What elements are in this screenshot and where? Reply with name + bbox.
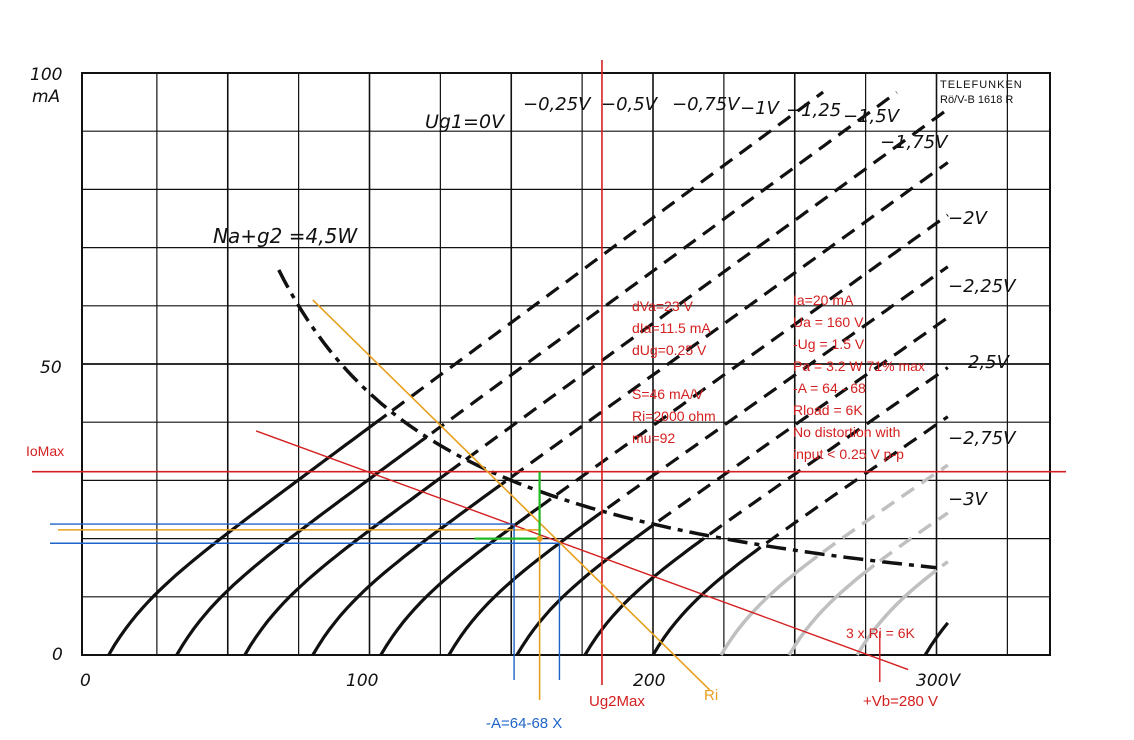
plate-curve-dashed: [464, 107, 949, 461]
a-range-label: -A=64-68 X: [486, 715, 562, 732]
plate-curve-line: [515, 523, 654, 656]
plate-curve-dashed: [657, 316, 949, 523]
plate-curve-line: [719, 554, 819, 656]
curve-label-ug-1: −1V: [740, 98, 781, 119]
y-tick-label: 100: [30, 65, 62, 85]
operating-point-annotation: Ia=20 mA Ua = 160 V -Ug = 1.5 V Pa = 3.2…: [793, 292, 929, 462]
ri-label: Ri: [704, 687, 718, 704]
annotation-line: -A = 64 - 68: [793, 380, 866, 396]
annotation-line: -Ug = 1.5 V: [793, 336, 865, 352]
plate-curve-dashed: [430, 91, 898, 435]
annotation-line: dIa=11.5 mA: [632, 320, 711, 336]
x-tick-label: 200: [633, 671, 665, 691]
curve-label-ug-175: −1,75V: [880, 132, 949, 153]
y-axis-unit: mA: [32, 87, 60, 107]
plate-curve-dashed: [391, 90, 825, 412]
construction-lines: [32, 60, 1066, 700]
annotation-line: No distortion with: [793, 424, 900, 440]
annotation-line: Ia=20 mA: [793, 292, 854, 308]
curve-label-ug-05: −0,5V: [601, 94, 659, 115]
curve-label-ug-15: −1,5V: [843, 106, 901, 127]
plate-curve-line: [787, 563, 876, 656]
x-tick-label: 100: [346, 671, 378, 691]
curve-label-ug-225: −2,25V: [948, 276, 1017, 297]
plate-curve-dashed: [941, 560, 949, 568]
plate-curve-dashed: [555, 213, 949, 496]
annotation-line: dUg=0.25 V: [632, 342, 707, 358]
plate-curve-line: [447, 510, 603, 656]
ghost-curves: [719, 463, 949, 656]
iomax-label: IoMax: [26, 443, 64, 459]
annotation-line: input < 0.25 V p-p: [793, 446, 904, 462]
annotation-line: S=46 mA/V: [632, 386, 704, 402]
ug2max-label: Ug2Max: [589, 693, 645, 710]
annotation-line: dVa=23 V: [632, 298, 694, 314]
y-tick-label: 0: [52, 645, 63, 665]
plate-curve-line: [923, 621, 950, 656]
x-tick-label: 0: [80, 671, 91, 691]
annotation-line: Rload = 6K: [793, 402, 863, 418]
plate-curve-line: [651, 545, 762, 656]
power-curve-label: Na+g2 =4,5W: [213, 224, 358, 248]
plate-curve-dashed: [510, 161, 949, 479]
plate-curve-dashed: [765, 415, 949, 545]
drawing-number-label: Rö/V-B 1618 R: [940, 94, 1013, 106]
curve-label-ug-2: −2V: [948, 208, 989, 229]
plate-curve-dashed: [708, 366, 949, 536]
curve-label-ug-0: Ug1=0V: [425, 111, 506, 133]
annotation-line: Ua = 160 V: [793, 314, 864, 330]
plate-curve-line: [583, 537, 705, 656]
curve-label-ug-25: 2,5V: [968, 352, 1011, 373]
plate-curve-line: [379, 497, 552, 656]
curve-label-ug-025: −0,25V: [523, 94, 592, 115]
operating-point-marker: [536, 535, 543, 542]
plate-curve-line: [311, 480, 507, 656]
plate-curve-line: [107, 413, 388, 656]
x-axis-unit-label: 300V: [916, 671, 961, 691]
calc-annotation-left: dVa=23 V dIa=11.5 mA dUg=0.25 V S=46 mA/…: [632, 298, 720, 446]
plate-curve-dashed: [878, 511, 949, 563]
curve-label-ug-075: −0,75V: [672, 94, 741, 115]
annotation-line: Pa = 3.2 W 71% max: [793, 358, 925, 374]
grid: [81, 72, 1051, 656]
curve-label-ug-125: −1,25: [786, 100, 841, 121]
y-tick-label: 50: [40, 358, 62, 378]
annotation-line: mu=92: [632, 430, 675, 446]
curve-label-ug-275: −2,75V: [948, 428, 1017, 449]
curve-label-ug-3: −3V: [948, 489, 989, 510]
vb-label: +Vb=280 V: [863, 693, 938, 710]
plate-curve-line: [175, 436, 428, 656]
annotation-line: Ri=2000 ohm: [632, 408, 716, 424]
load-line: [255, 430, 909, 671]
plate-curve-line: [855, 568, 938, 656]
plate-curve-dashed: [822, 463, 949, 554]
plate-curves: [107, 90, 950, 656]
ri-line: [312, 299, 711, 691]
plate-curve-dashed: [606, 265, 949, 510]
load-line-label: 3 x Ri = 6K: [846, 625, 916, 641]
maker-label: TELEFUNKEN: [940, 79, 1023, 91]
